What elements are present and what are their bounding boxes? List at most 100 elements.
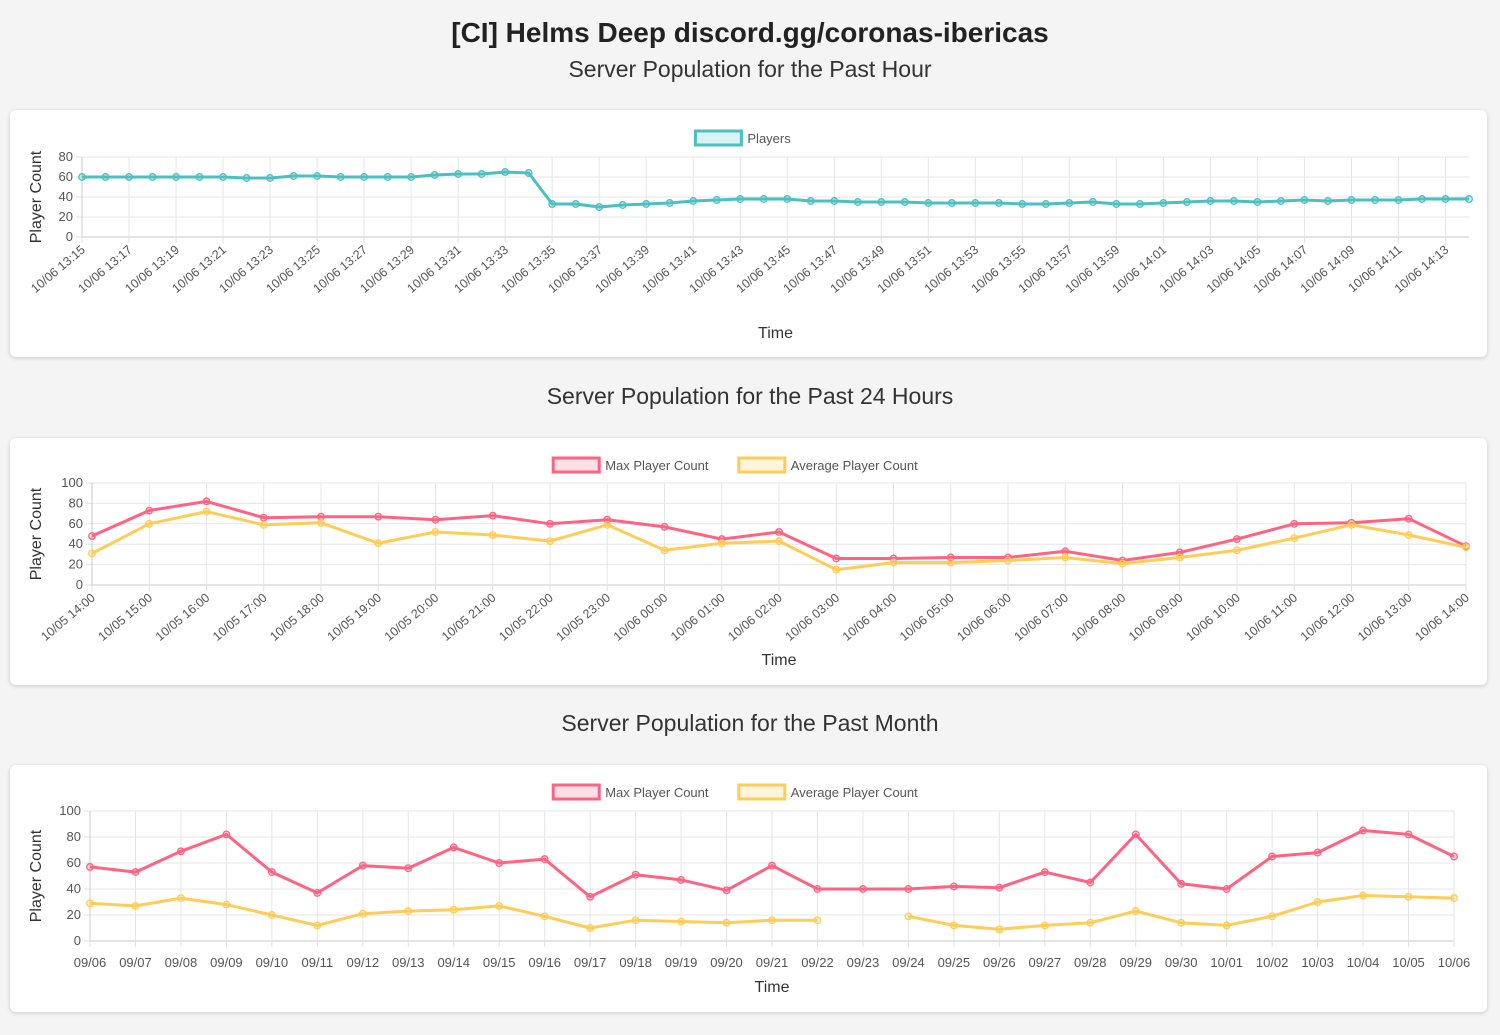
- y-tick-label: 40: [69, 536, 83, 551]
- data-point: [222, 900, 231, 909]
- x-tick-label: 10/06 10:00: [1183, 591, 1243, 644]
- x-axis-title: Time: [758, 325, 793, 342]
- chart-title-month: Server Population for the Past Month: [561, 710, 939, 736]
- x-tick-label: 09/14: [437, 955, 470, 970]
- x-tick-label: 10/05 21:00: [439, 591, 499, 644]
- data-point: [219, 173, 228, 181]
- data-point: [404, 864, 413, 873]
- x-tick-label: 09/08: [165, 955, 198, 970]
- x-tick-label: 09/16: [528, 955, 561, 970]
- x-tick-label: 09/09: [210, 955, 243, 970]
- y-tick-label: 0: [66, 229, 73, 244]
- chart-month: 0 20 40 60 80 100 09/06 09/07 09/08 09/09 09/10 09/…: [28, 783, 1471, 996]
- data-point: [832, 565, 841, 574]
- data-point: [1462, 543, 1470, 552]
- data-point: [712, 196, 721, 204]
- data-point: [858, 885, 867, 893]
- x-tick-label: 10/06 11:00: [1241, 591, 1300, 644]
- data-point: [259, 520, 268, 529]
- data-point: [101, 173, 110, 181]
- data-point: [1086, 918, 1095, 927]
- x-tick-label: 10/06: [1438, 955, 1471, 970]
- data-point: [586, 892, 595, 901]
- x-tick-label: 10/06 09:00: [1126, 591, 1186, 644]
- data-point: [1004, 556, 1012, 565]
- data-point: [374, 512, 383, 521]
- data-point: [631, 916, 640, 925]
- data-point: [86, 899, 94, 908]
- x-tick-label: 10/01: [1210, 955, 1243, 970]
- x-tick-label: 10/06 05:00: [897, 591, 957, 644]
- data-point: [813, 885, 822, 893]
- data-point: [313, 888, 322, 897]
- x-tick-label: 09/23: [847, 955, 880, 970]
- data-point: [768, 861, 776, 870]
- data-point: [995, 925, 1004, 934]
- legend-swatch: [551, 783, 601, 801]
- data-point: [145, 506, 154, 515]
- data-point: [904, 912, 913, 921]
- legend-swatch: [737, 783, 787, 801]
- data-point: [1268, 852, 1277, 861]
- data-point: [1040, 868, 1049, 877]
- data-point: [586, 924, 595, 932]
- data-point: [172, 173, 180, 181]
- data-point: [571, 200, 580, 208]
- x-tick-label: 10/06 06:00: [954, 591, 1014, 644]
- data-point: [202, 507, 211, 516]
- data-point: [78, 173, 86, 181]
- x-tick-label: 10/02: [1256, 955, 1289, 970]
- legend-label: Average Player Count: [791, 785, 918, 800]
- data-point: [266, 174, 275, 182]
- data-point: [1404, 531, 1413, 539]
- x-tick-label: 09/26: [983, 955, 1016, 970]
- x-tick-label: 09/11: [302, 955, 334, 970]
- data-point: [86, 862, 94, 871]
- data-point: [1290, 534, 1299, 543]
- data-point: [642, 200, 651, 208]
- x-tick-label: 09/07: [119, 955, 152, 970]
- data-point: [1177, 918, 1186, 927]
- y-tick-label: 20: [69, 557, 83, 572]
- data-point: [924, 199, 933, 207]
- x-tick-label: 10/05 23:00: [554, 591, 614, 644]
- x-tick-label: 10/05 20:00: [382, 591, 442, 644]
- data-point: [722, 918, 731, 927]
- data-point: [1065, 199, 1074, 207]
- x-tick-label: 10/05 16:00: [153, 591, 213, 644]
- data-point: [603, 520, 612, 529]
- data-point: [88, 549, 96, 558]
- data-point: [775, 537, 783, 546]
- data-point: [971, 199, 980, 207]
- data-point: [1253, 198, 1262, 206]
- legend-label: Max Player Count: [605, 458, 709, 473]
- x-tick-label: 09/24: [892, 955, 925, 970]
- data-point: [360, 173, 369, 181]
- legend-label: Max Player Count: [605, 785, 709, 800]
- data-point: [222, 830, 231, 839]
- series-line: [89, 829, 1455, 899]
- data-point: [1118, 559, 1127, 568]
- legend-label: Average Player Count: [791, 458, 918, 473]
- x-tick-label: 10/05 14:00: [38, 591, 98, 644]
- data-point: [631, 870, 640, 879]
- series-line: [91, 499, 1467, 562]
- x-tick-label: 10/06 03:00: [783, 591, 843, 644]
- data-point: [1018, 200, 1027, 208]
- data-point: [722, 886, 731, 895]
- y-tick-label: 40: [67, 881, 81, 896]
- data-point: [313, 921, 322, 930]
- data-point: [242, 174, 251, 182]
- data-point: [449, 905, 458, 914]
- legend-label: Players: [747, 131, 791, 146]
- data-point: [259, 513, 268, 522]
- data-point: [813, 916, 822, 925]
- data-point: [501, 168, 510, 176]
- y-tick-label: 60: [59, 169, 73, 184]
- data-point: [904, 885, 913, 893]
- data-point: [125, 173, 133, 181]
- x-axis-title: Time: [762, 652, 797, 669]
- data-point: [1175, 553, 1184, 562]
- x-tick-label: 10/05 15:00: [96, 591, 156, 644]
